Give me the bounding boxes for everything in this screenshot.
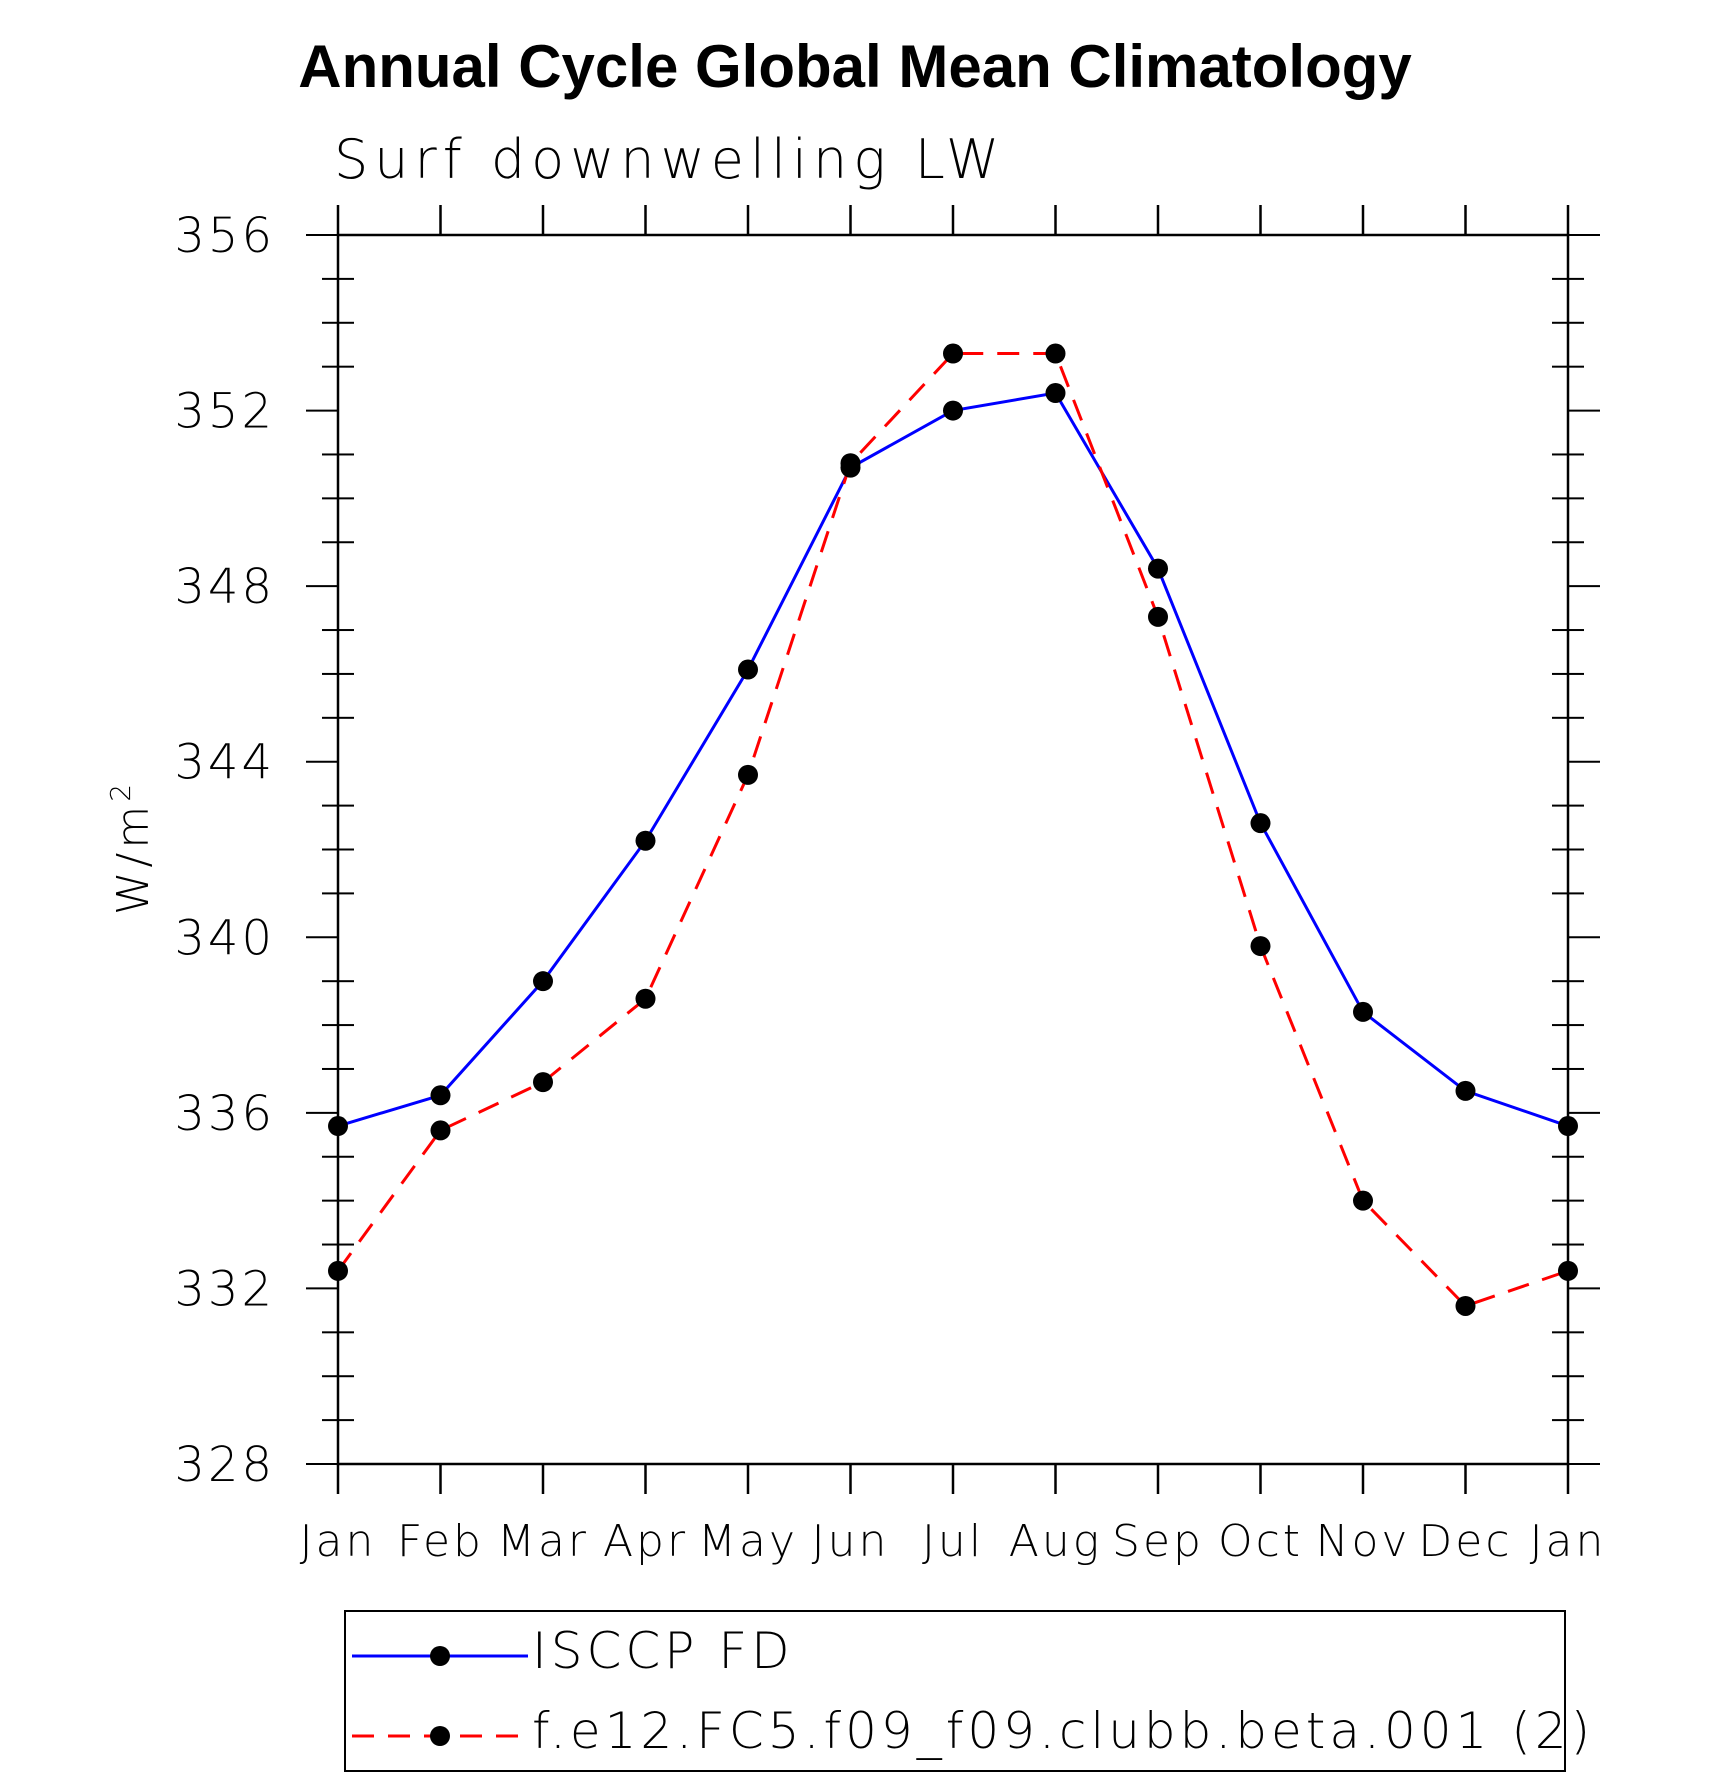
data-point-series-1 — [1250, 936, 1271, 957]
y-tick-labels: 328 332 336 340 344 348 352 356 — [174, 208, 275, 1493]
series-line-0 — [337, 391, 1569, 1128]
x-tick-label: Oct — [1218, 1516, 1303, 1567]
y-tick-label: 328 — [174, 1437, 275, 1493]
y-tick-label: 340 — [174, 910, 275, 966]
data-point-series-0 — [943, 400, 963, 421]
y-axis-label: W/m2 — [104, 780, 159, 915]
data-point-series-1 — [840, 453, 861, 474]
x-tick-label: Jun — [812, 1516, 890, 1567]
series-lines — [336, 352, 1569, 1308]
x-tick-label: Jan — [1530, 1516, 1607, 1567]
data-point-series-1 — [635, 988, 656, 1009]
chart-title: Annual Cycle Global Mean Climatology — [298, 33, 1412, 100]
legend-swatch-model — [352, 1726, 528, 1746]
data-point-series-0 — [1148, 558, 1168, 579]
data-point-series-0 — [1558, 1116, 1578, 1137]
x-tick-label: Jan — [300, 1516, 377, 1567]
y-tick-label: 344 — [174, 735, 275, 791]
data-point-series-1 — [328, 1260, 348, 1281]
data-point-series-1 — [430, 1120, 451, 1141]
data-point-series-0 — [1250, 813, 1271, 834]
x-tick-label: May — [698, 1516, 798, 1567]
y-tick-label: 336 — [174, 1086, 275, 1142]
data-point-series-0 — [1353, 1001, 1373, 1022]
legend-marker-isccp — [430, 1646, 450, 1666]
x-tick-label: Aug — [1009, 1516, 1102, 1567]
data-point-series-1 — [1353, 1190, 1373, 1211]
data-point-series-1 — [943, 343, 963, 364]
y-tick-label: 348 — [174, 559, 275, 615]
data-point-series-1 — [1045, 343, 1066, 364]
x-tick-label: Jul — [922, 1516, 984, 1567]
series-line-1 — [336, 352, 1569, 1308]
y-axis-label-superscript: 2 — [104, 780, 137, 802]
data-point-series-1 — [1455, 1295, 1476, 1316]
x-tick-label: Dec — [1418, 1516, 1512, 1567]
x-tick-label: Mar — [497, 1516, 589, 1567]
x-tick-label: Feb — [397, 1516, 484, 1567]
y-tick-label: 332 — [174, 1261, 275, 1317]
series-points — [328, 343, 1578, 1316]
y-tick-label: 356 — [174, 208, 275, 264]
data-point-series-1 — [533, 1072, 553, 1093]
data-point-series-1 — [1148, 606, 1168, 627]
tick-marks — [306, 205, 1600, 1494]
x-tick-label: Sep — [1112, 1516, 1204, 1567]
legend: ISCCP FD f.e12.FC5.f09_f09.clubb.beta.00… — [344, 1610, 1590, 1772]
legend-label-model: f.e12.FC5.f09_f09.clubb.beta.001 (2) — [532, 1702, 1595, 1760]
y-tick-label: 352 — [174, 384, 275, 440]
chart-subtitle: Surf downwelling LW — [334, 128, 1006, 191]
data-point-series-0 — [328, 1116, 348, 1137]
data-point-series-0 — [1455, 1080, 1476, 1101]
legend-swatches — [352, 1646, 528, 1746]
y-axis-label-text: W/m — [108, 802, 159, 915]
data-point-series-0 — [533, 971, 553, 992]
data-point-series-1 — [738, 764, 758, 785]
legend-marker-model — [430, 1726, 450, 1746]
x-tick-label: Nov — [1316, 1516, 1411, 1567]
data-point-series-1 — [1558, 1260, 1578, 1281]
legend-label-isccp: ISCCP FD — [532, 1622, 794, 1680]
data-point-series-0 — [430, 1085, 451, 1106]
data-point-series-0 — [635, 830, 656, 851]
data-point-series-0 — [738, 659, 758, 680]
x-tick-labels: Jan Feb Mar Apr May Jun Jul Aug Sep Oct Nov Dec Jan — [300, 1516, 1607, 1567]
x-tick-label: Apr — [603, 1516, 688, 1567]
data-point-series-0 — [1045, 383, 1066, 404]
legend-swatch-isccp — [352, 1646, 528, 1666]
